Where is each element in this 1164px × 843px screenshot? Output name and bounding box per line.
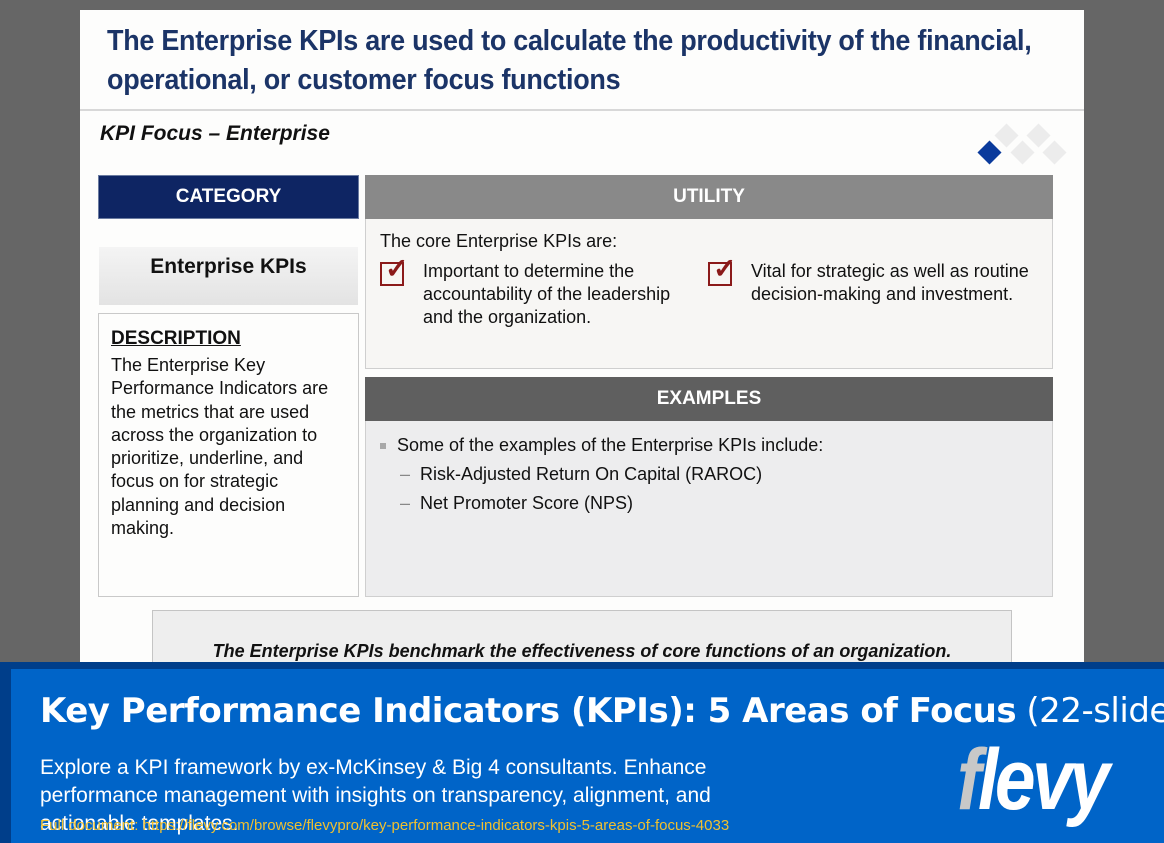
checkbox-checked-icon: ✓ (380, 255, 408, 286)
banner-description: Explore a KPI framework by ex-McKinsey &… (40, 756, 711, 835)
banner-title: Key Performance Indicators (KPIs): 5 Are… (40, 691, 1164, 731)
example-item: – Risk-Adjusted Return On Capital (RAROC… (380, 464, 1038, 485)
utility-item-text: Vital for strategic as well as routine d… (751, 261, 1029, 304)
title-divider (80, 109, 1084, 111)
checkbox-checked-icon: ✓ (708, 255, 736, 286)
flevy-logo[interactable]: flevy (957, 732, 1110, 828)
diamond-icon (1010, 140, 1035, 165)
promo-banner-panel: Key Performance Indicators (KPIs): 5 Are… (11, 669, 1164, 843)
banner-title-bold: Key Performance Indicators (KPIs): 5 Are… (40, 691, 1017, 731)
banner-title-light: (22-slide PowerPoint presentation (PPTX)… (1026, 691, 1164, 731)
benchmark-callout: The Enterprise KPIs benchmark the effect… (152, 610, 1012, 670)
category-header: CATEGORY (98, 175, 359, 219)
utility-item: ✓ Vital for strategic as well as routine… (708, 255, 1038, 329)
diamond-icon (1026, 123, 1051, 148)
examples-header: EXAMPLES (365, 377, 1053, 421)
description-title: DESCRIPTION (111, 328, 241, 349)
utility-intro: The core Enterprise KPIs are: (380, 231, 618, 251)
slide-title-line-2: operational, or customer focus functions (107, 64, 621, 96)
examples-box: Some of the examples of the Enterprise K… (365, 421, 1053, 597)
example-item-text: Net Promoter Score (NPS) (420, 493, 634, 513)
flevy-logo-f: f (957, 732, 981, 828)
diamond-icon (994, 123, 1019, 148)
utility-box: The core Enterprise KPIs are: ✓ Importan… (365, 219, 1053, 369)
utility-item-text: Important to determine the accountabilit… (423, 261, 671, 327)
utility-item: ✓ Important to determine the accountabil… (380, 255, 710, 329)
full-document-link[interactable]: Full document: https://flevy.com/browse/… (40, 817, 730, 834)
utility-list: ✓ Important to determine the accountabil… (380, 255, 1038, 329)
slide-title: The Enterprise KPIs are used to calculat… (107, 22, 1032, 100)
example-item: – Net Promoter Score (NPS) (380, 493, 1038, 514)
flevy-logo-rest: levy (977, 732, 1110, 828)
slide-title-line-1: The Enterprise KPIs are used to calculat… (107, 25, 1032, 57)
dash-bullet-icon: – (400, 493, 411, 513)
utility-header: UTILITY (365, 175, 1053, 219)
diamond-cluster-icon (973, 122, 1068, 172)
example-item-text: Risk-Adjusted Return On Capital (RAROC) (420, 464, 763, 484)
slide-subtitle: KPI Focus – Enterprise (100, 122, 330, 145)
description-text: The Enterprise Key Performance Indicator… (111, 355, 329, 539)
slide: The Enterprise KPIs are used to calculat… (80, 10, 1084, 670)
description-box: DESCRIPTION The Enterprise Key Performan… (98, 313, 359, 597)
diamond-icon (1042, 140, 1067, 165)
diamond-icon (977, 140, 1002, 165)
dash-bullet-icon: – (400, 464, 411, 484)
category-value: Enterprise KPIs (99, 247, 358, 305)
examples-intro-text: Some of the examples of the Enterprise K… (397, 435, 824, 455)
examples-intro: Some of the examples of the Enterprise K… (380, 435, 1038, 456)
promo-banner: Key Performance Indicators (KPIs): 5 Are… (0, 662, 1164, 843)
bullet-square-icon (380, 442, 386, 449)
